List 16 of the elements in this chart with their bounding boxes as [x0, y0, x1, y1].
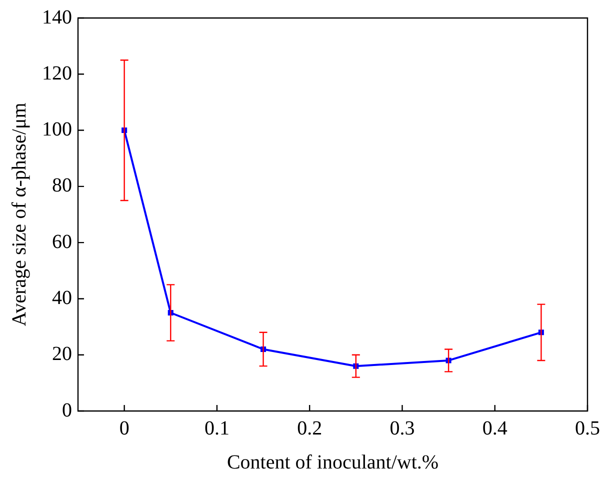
x-tick-label: 0.1 — [204, 417, 230, 440]
y-tick-label: 140 — [42, 6, 72, 28]
y-axis-title: Average size of α-phase/μm — [8, 102, 30, 326]
x-tick-label: 0.3 — [390, 417, 415, 440]
y-tick-label: 60 — [52, 230, 72, 253]
x-tick-label: 0.4 — [482, 417, 508, 440]
x-tick-label: 0.2 — [297, 417, 322, 440]
y-tick-label: 100 — [42, 118, 72, 141]
x-tick-label: 0.5 — [575, 417, 600, 440]
y-tick-label: 80 — [52, 174, 72, 197]
y-tick-label: 20 — [52, 343, 72, 366]
y-tick-label: 120 — [42, 62, 72, 84]
y-tick-label: 40 — [52, 286, 72, 309]
y-tick-label: 0 — [62, 399, 72, 422]
x-axis-title: Content of inoculant/wt.% — [226, 451, 439, 474]
x-tick-label: 0 — [119, 417, 130, 440]
